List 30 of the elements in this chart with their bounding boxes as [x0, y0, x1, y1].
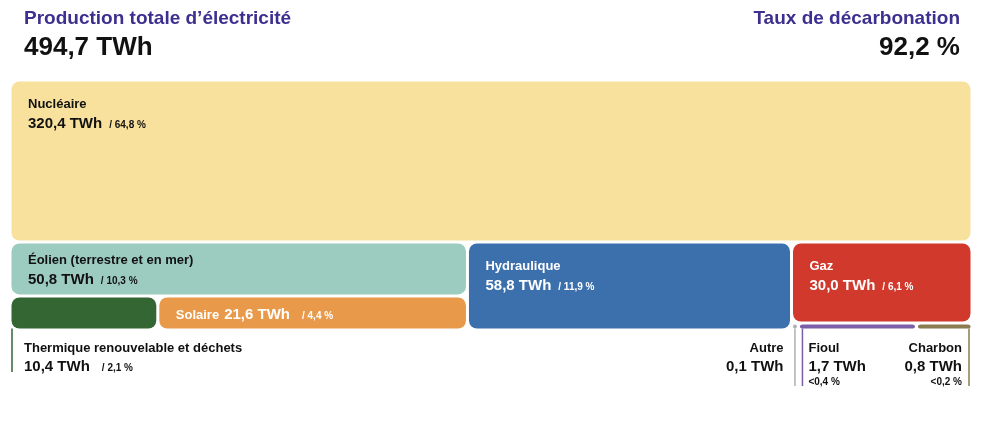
data-label: <0,4 % [808, 376, 840, 387]
data-label: / 4,4 % [302, 309, 334, 321]
category-label: Autre [749, 340, 784, 355]
data-label: 0,1 TWh [725, 357, 784, 374]
category-label: Hydraulique [485, 258, 561, 273]
text: Production totale d’électricité [24, 7, 292, 28]
data-label: 0,8 TWh [904, 357, 962, 374]
data-label: 10,4 TWh [24, 357, 90, 374]
data-label: <0,2 % [930, 376, 963, 387]
text: 494,7 TWh [24, 31, 153, 61]
data-label: 58,8 TWh [485, 276, 552, 293]
data-label: 320,4 TWh [28, 114, 103, 131]
data-label: 30,0 TWh [809, 276, 876, 293]
category-label: Solaire [175, 306, 220, 322]
data-label: 1,7 TWh [808, 357, 866, 374]
data-label: / 2,1 % [101, 362, 134, 373]
data-label: / 64,8 % [109, 119, 146, 130]
category-label: Éolien (terrestre et en mer) [28, 252, 194, 267]
category-label: Thermique renouvelable et déchets [24, 340, 243, 355]
data-label: / 11,9 % [558, 281, 595, 292]
data-label: / 10,3 % [100, 275, 138, 286]
category-label: Charbon [908, 340, 963, 355]
category-label: Fioul [808, 340, 840, 355]
category-label: Gaz [809, 258, 834, 273]
category-label: Nucléaire [28, 96, 87, 111]
data-label: 21,6 TWh [224, 304, 291, 322]
text: 92,2 % [879, 31, 960, 61]
data-label: 50,8 TWh [28, 270, 94, 287]
text: Taux de décarbonation [753, 7, 960, 28]
data-label: / 6,1 % [882, 281, 914, 292]
